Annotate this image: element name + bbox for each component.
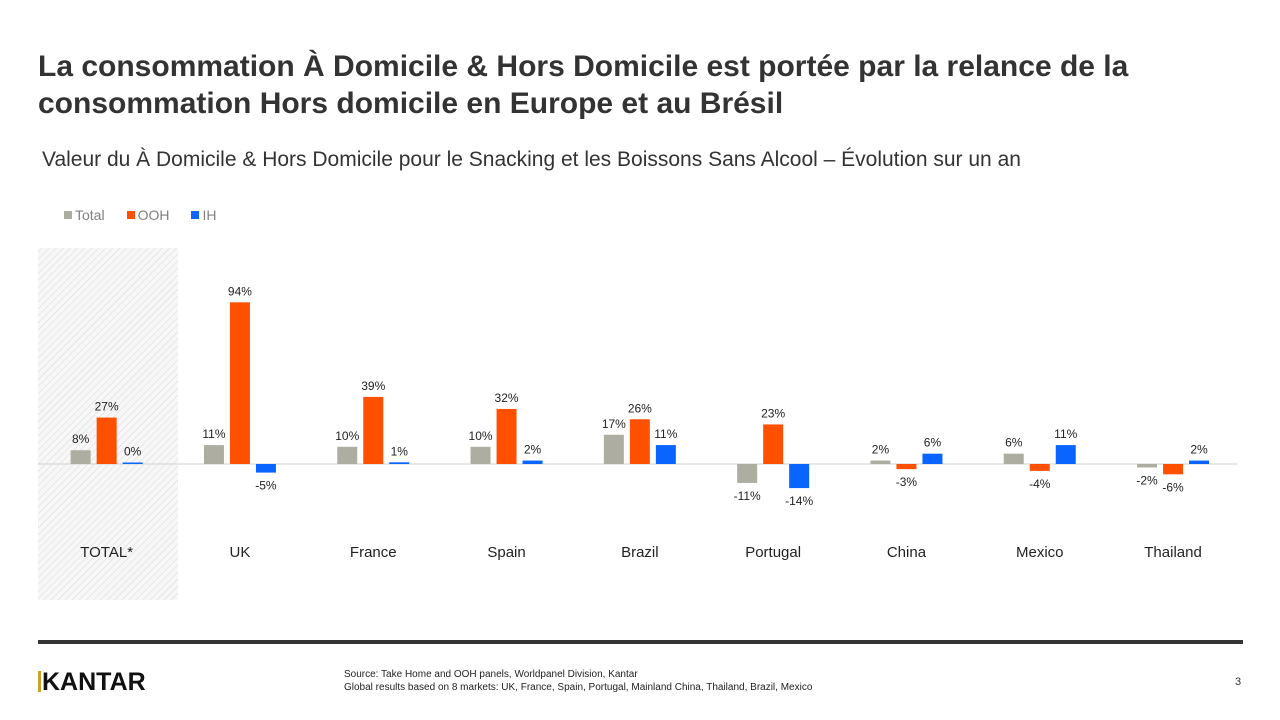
- slide-title: La consommation À Domicile & Hors Domici…: [38, 50, 1129, 120]
- bar-ooh-spain: [496, 408, 517, 464]
- bar-total-mexico: [1003, 453, 1024, 464]
- bar-total-china: [870, 460, 891, 464]
- footer-divider: [38, 640, 1243, 644]
- data-label: -5%: [255, 479, 277, 493]
- data-label: -4%: [1029, 477, 1051, 491]
- bar-ih-brazil: [655, 445, 676, 464]
- bar-total-france: [337, 446, 358, 464]
- legend-label-total: Total: [75, 207, 105, 223]
- category-label: Portugal: [745, 544, 801, 561]
- bar-total-thailand: [1137, 464, 1158, 468]
- bar-total-spain: [470, 446, 491, 464]
- bar-ih-thailand: [1189, 460, 1210, 464]
- data-label: 11%: [1054, 427, 1077, 441]
- bar-ooh-france: [363, 396, 384, 464]
- bar-ih-china: [922, 453, 943, 464]
- category-label: Thailand: [1144, 544, 1202, 561]
- chart-legend: Total OOH IH: [64, 207, 216, 223]
- legend-swatch-total: [64, 211, 72, 219]
- data-label: 11%: [202, 427, 225, 441]
- data-label: -2%: [1136, 473, 1158, 487]
- bar-ih-total: [122, 462, 143, 464]
- data-label: 2%: [524, 443, 542, 457]
- kantar-logo: KANTAR: [38, 668, 146, 697]
- category-label: France: [350, 544, 397, 561]
- bar-total-portugal: [737, 464, 758, 483]
- data-label: 10%: [335, 429, 359, 443]
- bar-ooh-brazil: [629, 419, 650, 464]
- bar-total-brazil: [603, 434, 624, 464]
- legend-item-ooh: OOH: [126, 207, 170, 223]
- data-label: 6%: [924, 436, 942, 450]
- bar-ooh-china: [896, 464, 917, 470]
- category-label: Mexico: [1016, 544, 1064, 561]
- category-label: UK: [230, 544, 251, 561]
- bar-ooh-portugal: [763, 424, 784, 464]
- data-label: 17%: [602, 417, 626, 431]
- bar-ooh-total: [96, 417, 117, 464]
- bar-ih-portugal: [789, 464, 810, 489]
- data-label: 0%: [124, 445, 142, 459]
- category-label: Brazil: [621, 544, 659, 561]
- bar-ih-spain: [522, 460, 543, 464]
- category-label: TOTAL*: [80, 544, 133, 561]
- data-label: 2%: [872, 443, 890, 457]
- bar-ih-france: [389, 462, 410, 464]
- source-note: Source: Take Home and OOH panels, Worldp…: [344, 668, 812, 694]
- data-label: -6%: [1162, 480, 1184, 494]
- data-label: -14%: [785, 494, 813, 508]
- legend-label-ooh: OOH: [137, 207, 170, 223]
- data-label: 32%: [495, 391, 519, 405]
- bar-ooh-thailand: [1163, 464, 1184, 475]
- data-label: 1%: [391, 444, 409, 458]
- data-label: 94%: [228, 284, 252, 298]
- data-label: 39%: [361, 379, 385, 393]
- category-label: China: [887, 544, 927, 561]
- data-label: 8%: [72, 432, 90, 446]
- bar-total-uk: [203, 445, 224, 464]
- data-label: 23%: [761, 406, 785, 420]
- bar-ooh-uk: [229, 302, 250, 464]
- source-line-1: Source: Take Home and OOH panels, Worldp…: [344, 669, 638, 680]
- data-label: 2%: [1190, 443, 1208, 457]
- category-label: Spain: [487, 544, 525, 561]
- bar-ooh-mexico: [1029, 464, 1050, 471]
- bar-chart: 8% 27% 0% TOTAL* 11% 94% -5% UK 10% 39% 1% France 10…: [38, 248, 1238, 600]
- data-label: -11%: [734, 489, 761, 503]
- bar-ih-mexico: [1055, 445, 1076, 464]
- data-label: 10%: [469, 429, 493, 443]
- page-number: 3: [1235, 676, 1242, 688]
- bar-total-total: [70, 450, 91, 464]
- legend-swatch-ooh: [126, 211, 135, 219]
- data-label: 27%: [95, 400, 119, 414]
- data-label: 26%: [628, 401, 652, 415]
- legend-label-ih: IH: [202, 207, 217, 223]
- data-label: -3%: [896, 475, 918, 489]
- chart-subtitle: Valeur du À Domicile & Hors Domicile pou…: [42, 148, 1021, 171]
- legend-item-ih: IH: [191, 207, 216, 223]
- data-label: 6%: [1005, 436, 1023, 450]
- bar-ih-uk: [255, 464, 276, 473]
- legend-swatch-ih: [191, 211, 200, 219]
- legend-item-total: Total: [64, 207, 105, 223]
- data-label: 11%: [654, 427, 677, 441]
- source-line-2: Global results based on 8 markets: UK, F…: [344, 682, 813, 693]
